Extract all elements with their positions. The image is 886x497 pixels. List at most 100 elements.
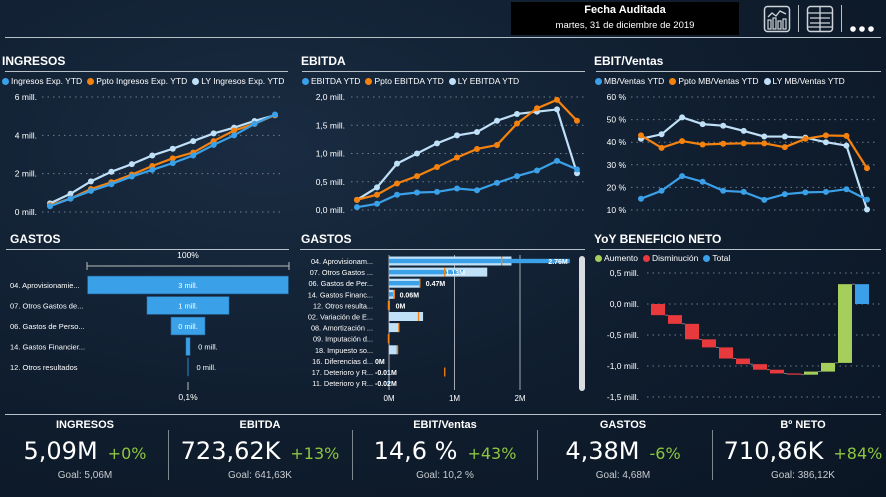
legend-label: Total bbox=[712, 253, 731, 263]
data-point bbox=[679, 138, 686, 145]
data-point bbox=[802, 135, 809, 142]
kpi-goal: Goal: 386,12K bbox=[771, 470, 835, 481]
bar-category-label: 02. Variación de E... bbox=[308, 313, 373, 322]
series-line bbox=[49, 114, 276, 205]
data-point bbox=[822, 139, 829, 146]
data-point bbox=[454, 154, 460, 161]
x-tick-label: 1M bbox=[449, 394, 460, 403]
data-point bbox=[638, 195, 644, 202]
kpi-delta: +43% bbox=[467, 444, 517, 463]
kpi-label: EBITDA bbox=[239, 419, 281, 431]
funnel-data-label: 0 mill. bbox=[178, 322, 198, 331]
legend-item[interactable]: Aumento bbox=[595, 253, 638, 263]
legend-item[interactable]: LY EBITDA YTD bbox=[448, 76, 519, 86]
legend-item[interactable]: Ppto MB/Ventas YTD bbox=[669, 76, 759, 86]
legend-dot-icon bbox=[448, 77, 456, 85]
legend-item[interactable]: MB/Ventas YTD bbox=[595, 76, 664, 86]
data-point bbox=[574, 117, 580, 124]
series-line bbox=[356, 159, 578, 209]
yoy-waterfall-chart: -1,5 mill. -1,0 mill. -0,5 mill. 0,0 mill. 0… bbox=[607, 268, 881, 402]
data-point bbox=[190, 152, 197, 159]
data-point bbox=[149, 152, 156, 159]
bar-data-label: 0.47M bbox=[426, 281, 446, 288]
actual-bar bbox=[389, 292, 393, 297]
x-tick-label: 2M bbox=[514, 394, 525, 403]
increase-bar bbox=[804, 371, 818, 375]
kpi-separator bbox=[712, 430, 713, 480]
y-tick-label: -1,5 mill. bbox=[607, 392, 639, 402]
chart-legend: MB/Ventas YTD Ppto MB/Ventas YTD LY MB/V… bbox=[595, 76, 845, 86]
total-bar bbox=[855, 284, 869, 304]
ly-bar bbox=[389, 345, 397, 355]
decrease-bar bbox=[736, 358, 750, 365]
actual-bar bbox=[387, 380, 389, 386]
legend-item[interactable]: Ingresos Exp. YTD bbox=[2, 76, 82, 86]
legend-item[interactable]: Ppto EBITDA YTD bbox=[365, 76, 444, 86]
data-point bbox=[454, 132, 460, 139]
data-point bbox=[761, 196, 768, 203]
data-point bbox=[354, 196, 360, 203]
data-point bbox=[534, 167, 540, 174]
legend-label: Ppto Ingresos Exp. YTD bbox=[96, 76, 188, 86]
kpi-separator bbox=[352, 430, 353, 480]
kpi-delta: +13% bbox=[290, 444, 340, 463]
data-point bbox=[514, 110, 520, 117]
bar-category-label: 16. Diferencias d... bbox=[312, 357, 373, 366]
kpi-card-ebit-ventas: EBIT/Ventas 14,6 % +43% Goal: 10,2 % bbox=[360, 415, 530, 481]
legend-item[interactable]: Total bbox=[703, 253, 730, 263]
data-point bbox=[374, 191, 380, 198]
data-point bbox=[494, 117, 500, 124]
legend-item[interactable]: Ppto Ingresos Exp. YTD bbox=[87, 76, 187, 86]
data-point bbox=[231, 132, 238, 139]
series-line bbox=[49, 113, 276, 208]
data-point bbox=[658, 131, 665, 138]
y-tick-label: 4 mill. bbox=[15, 130, 37, 140]
data-point bbox=[574, 166, 580, 173]
target-marker bbox=[444, 367, 446, 377]
data-point bbox=[169, 160, 176, 167]
y-tick-label: 0 mill. bbox=[15, 207, 37, 217]
legend-item[interactable]: Disminución bbox=[643, 253, 698, 263]
table-view-icon[interactable] bbox=[806, 5, 834, 33]
funnel-category-label: 07. Otros Gastos de... bbox=[10, 302, 83, 311]
y-tick-label: 2,0 mill. bbox=[316, 92, 345, 102]
gastos-bar-panel: GASTOS 0M 1M 2M 04. Aprovisionam... 2.76M 07.… bbox=[297, 225, 587, 410]
kpi-delta: -6% bbox=[649, 444, 681, 463]
kpi-goal: Goal: 5,06M bbox=[57, 470, 113, 481]
funnel-bar bbox=[146, 296, 230, 315]
more-options-icon[interactable] bbox=[848, 5, 876, 33]
legend-item[interactable]: EBITDA YTD bbox=[302, 76, 360, 86]
series-line bbox=[356, 98, 578, 201]
chart-view-icon[interactable] bbox=[763, 5, 791, 33]
decrease-bar bbox=[685, 323, 699, 340]
ly-bar bbox=[389, 323, 399, 333]
data-point bbox=[740, 188, 747, 195]
legend-dot-icon bbox=[87, 77, 95, 85]
funnel-bar bbox=[187, 357, 189, 377]
series-line bbox=[640, 134, 868, 169]
y-tick-label: 60 % bbox=[607, 92, 627, 102]
kpi-divider bbox=[5, 414, 881, 415]
target-marker bbox=[501, 256, 503, 266]
top-bar: Fecha Auditada martes, 31 de diciembre d… bbox=[0, 0, 886, 38]
kpi-value: 14,6 % bbox=[373, 437, 458, 465]
legend-dot-icon bbox=[365, 77, 373, 85]
ly-bar bbox=[389, 300, 390, 310]
legend-label: EBITDA YTD bbox=[311, 76, 361, 86]
increase-bar bbox=[821, 362, 835, 372]
data-point bbox=[474, 187, 480, 194]
bar-data-label: 2.76M bbox=[548, 259, 568, 266]
legend-item[interactable]: LY MB/Ventas YTD bbox=[763, 76, 845, 86]
data-point bbox=[474, 145, 480, 152]
increase-bar bbox=[838, 284, 852, 363]
legend-item[interactable]: LY Ingresos Exp. YTD bbox=[192, 76, 284, 86]
scrollbar[interactable] bbox=[579, 256, 585, 391]
data-point bbox=[781, 144, 788, 151]
data-point bbox=[554, 96, 560, 103]
actual-bar bbox=[388, 369, 390, 375]
data-point bbox=[679, 114, 686, 121]
x-tick-label: 0M bbox=[383, 394, 394, 403]
series-line bbox=[49, 114, 276, 207]
data-point bbox=[843, 132, 850, 139]
data-point bbox=[87, 187, 94, 194]
